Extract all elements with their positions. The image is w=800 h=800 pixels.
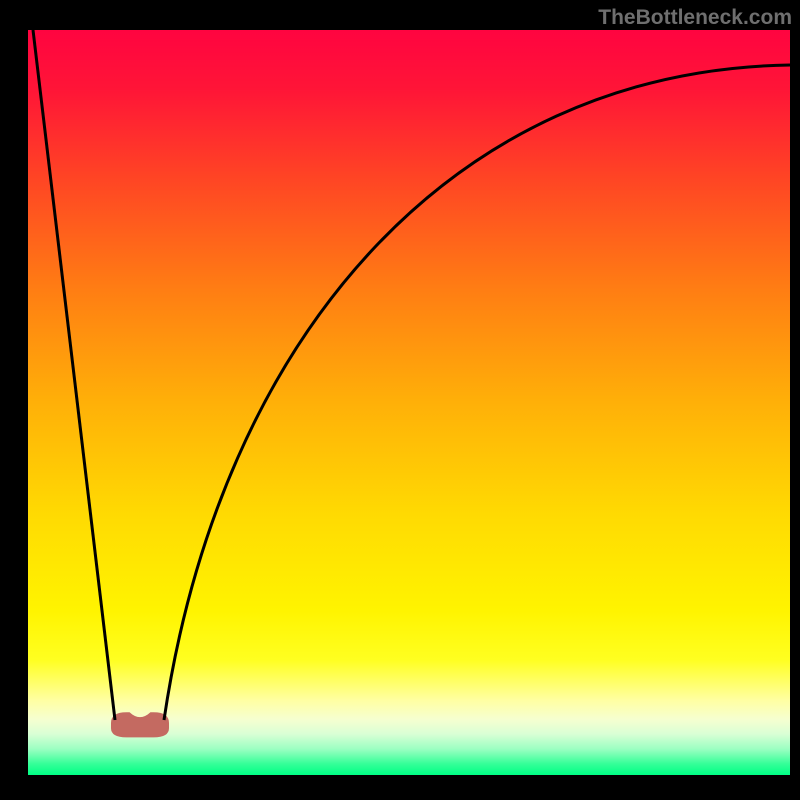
right-ascent-curve xyxy=(164,65,790,720)
chart-plot-area xyxy=(28,30,790,775)
dip-marker xyxy=(111,712,169,737)
curve-layer xyxy=(28,30,790,775)
left-descent-line xyxy=(33,30,115,720)
watermark-text: TheBottleneck.com xyxy=(598,6,792,30)
